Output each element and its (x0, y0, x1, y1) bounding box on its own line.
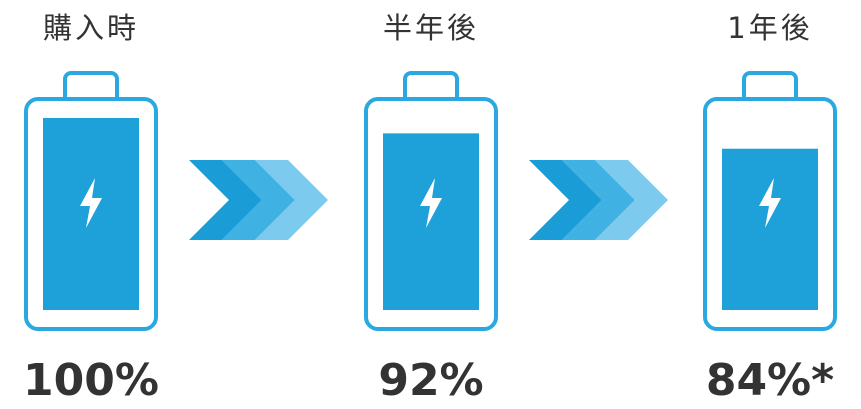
battery-level (722, 148, 818, 310)
chevron (562, 160, 635, 240)
bolt-icon (420, 178, 442, 228)
stage-label: 1年後 (727, 11, 812, 45)
battery-percent: 84%* (706, 355, 834, 406)
stage-label: 購入時 (43, 11, 139, 45)
battery-level (383, 133, 479, 310)
bolt-icon (759, 178, 781, 228)
chevron (255, 160, 328, 240)
arrows (189, 160, 668, 240)
bolt-icon (80, 178, 102, 228)
battery-percent: 100% (23, 355, 159, 406)
battery-percent: 92% (378, 355, 483, 406)
chevron (529, 160, 602, 240)
chevron (222, 160, 295, 240)
stage-label: 半年後 (383, 11, 479, 45)
chevron (189, 160, 262, 240)
chevron (595, 160, 668, 240)
